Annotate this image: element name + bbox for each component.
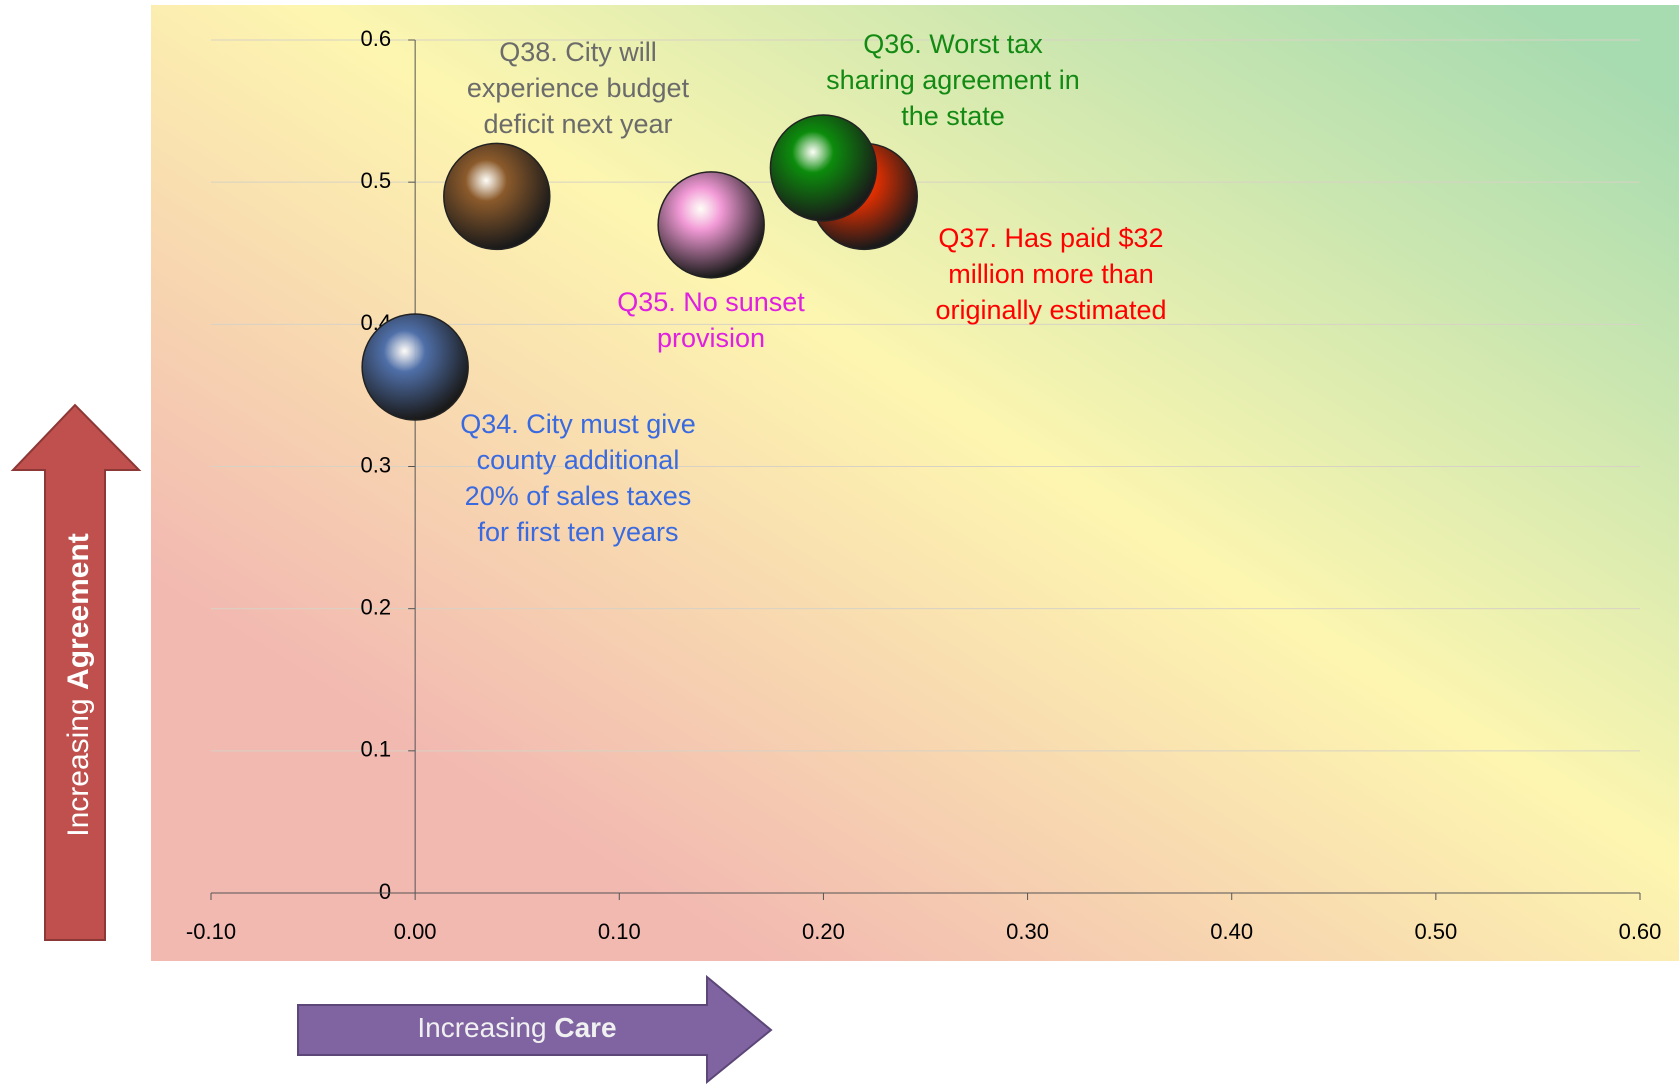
point-label: Q36. Worst tax [863,29,1043,59]
y-tick-label: 0 [379,879,391,904]
x-tick-label: 0.20 [802,919,845,944]
bubble [443,142,551,251]
y-tick-label: 0.5 [361,168,392,193]
point-label: experience budget [467,73,690,103]
x-axis-label: Increasing Care [417,1012,616,1043]
y-tick-label: 0.6 [361,26,392,51]
point-label: Q35. No sunset [617,287,805,317]
point-label: million more than [948,259,1154,289]
point-label: the state [901,101,1005,131]
point-label: for first ten years [477,517,678,547]
y-arrow [10,403,142,941]
bubble [361,313,469,421]
y-axis-label-part: Increasing [62,698,95,836]
y-tick-label: 0.1 [361,737,392,762]
x-axis-label-part: Increasing [417,1012,546,1043]
x-tick-label: -0.10 [186,919,236,944]
x-tick-label: 0.50 [1414,919,1457,944]
x-tick-label: 0.10 [598,919,641,944]
x-tick-label: 0.60 [1619,919,1662,944]
point-label: county additional [477,445,680,475]
y-axis-label: Increasing Agreement [62,533,95,836]
bubble [657,171,765,279]
plot-background [151,5,1679,961]
point-label: sharing agreement in [826,65,1080,95]
point-label: Q34. City must give [460,409,696,439]
point-label: Q38. City will [499,37,657,67]
point-label: originally estimated [935,295,1166,325]
bubble [769,114,878,222]
x-tick-label: 0.30 [1006,919,1049,944]
point-label: provision [657,323,765,353]
y-tick-label: 0.3 [361,452,392,477]
point-label: 20% of sales taxes [465,481,692,511]
x-tick-label: 0.40 [1210,919,1253,944]
y-tick-label: 0.2 [361,594,392,619]
x-tick-label: 0.00 [394,919,437,944]
point-label: deficit next year [483,109,672,139]
point-label: Q37. Has paid $32 [938,223,1163,253]
x-arrow [297,974,773,1084]
y-axis-label-part: Agreement [62,533,95,690]
x-axis-label-part: Care [554,1012,616,1043]
